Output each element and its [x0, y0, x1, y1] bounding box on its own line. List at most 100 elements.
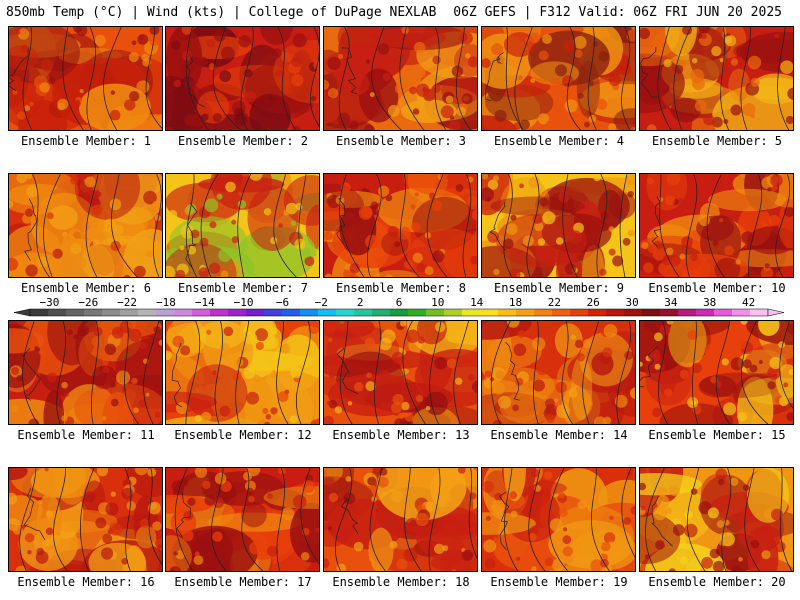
member-map-panel: [639, 467, 794, 572]
colorbar-tick-label: 6: [396, 296, 403, 309]
colorbar-tick-label: −26: [78, 296, 98, 309]
member-map-panel: [481, 320, 636, 425]
colorbar-tick-label: −2: [315, 296, 328, 309]
colorbar-tick-label: 38: [703, 296, 716, 309]
member-map-panel: [639, 173, 794, 278]
colorbar-segment: [210, 309, 229, 316]
colorbar-segment: [318, 309, 337, 316]
colorbar-segment: [30, 309, 49, 316]
temperature-field: [482, 321, 635, 424]
colorbar-max-arrow: [767, 308, 785, 317]
temperature-field: [9, 27, 162, 130]
member-map-panel: [323, 173, 478, 278]
temperature-field: [640, 321, 793, 424]
colorbar-segment: [588, 309, 607, 316]
colorbar-segment: [480, 309, 499, 316]
member-map-panel: [165, 173, 320, 278]
temperature-field: [324, 174, 477, 277]
ensemble-member-label: Ensemble Member: 1: [20, 134, 152, 148]
colorbar-segment: [534, 309, 553, 316]
ensemble-member-label: Ensemble Member: 20: [648, 575, 786, 589]
colorbar-segment: [138, 309, 157, 316]
colorbar-segment: [516, 309, 535, 316]
member-map-panel: [323, 26, 478, 131]
member-map-panel: [8, 320, 163, 425]
colorbar-tick-label: −14: [195, 296, 215, 309]
colorbar-tick-label: 14: [470, 296, 484, 309]
colorbar-segment: [228, 309, 247, 316]
ensemble-member-label: Ensemble Member: 9: [493, 281, 625, 295]
ensemble-member-label: Ensemble Member: 19: [490, 575, 628, 589]
colorbar-tick-label: 30: [625, 296, 638, 309]
colorbar-segment: [102, 309, 121, 316]
colorbar-segment: [444, 309, 463, 316]
member-map-panel: [639, 26, 794, 131]
temperature-field: [9, 174, 162, 277]
colorbar-segment: [354, 309, 373, 316]
colorbar-segment: [120, 309, 139, 316]
member-map-panel: [165, 320, 320, 425]
colorbar-segment: [84, 309, 103, 316]
temperature-field: [9, 468, 162, 571]
ensemble-member-label: Ensemble Member: 15: [648, 428, 786, 442]
member-map-panel: [165, 467, 320, 572]
member-map-panel: [639, 320, 794, 425]
colorbar-segment: [156, 309, 175, 316]
colorbar-tick-label: −30: [39, 296, 59, 309]
chart-title: 850mb Temp (°C) | Wind (kts) | College o…: [6, 5, 437, 20]
colorbar-tick-label: 2: [357, 296, 364, 309]
member-map-panel: [8, 467, 163, 572]
colorbar-segment: [336, 309, 355, 316]
ensemble-member-label: Ensemble Member: 16: [17, 575, 155, 589]
ensemble-member-label: Ensemble Member: 7: [177, 281, 309, 295]
temperature-field: [640, 174, 793, 277]
colorbar-segment: [750, 309, 769, 316]
colorbar-segment: [174, 309, 193, 316]
member-map-panel: [165, 26, 320, 131]
temperature-field: [166, 174, 319, 277]
colorbar-segment: [462, 309, 481, 316]
colorbar-segment: [282, 309, 301, 316]
member-map-panel: [323, 467, 478, 572]
ensemble-member-label: Ensemble Member: 18: [332, 575, 470, 589]
ensemble-member-label: Ensemble Member: 6: [20, 281, 152, 295]
temperature-field: [482, 468, 635, 571]
temperature-field: [324, 321, 477, 424]
temperature-field: [640, 27, 793, 130]
colorbar-segment: [606, 309, 625, 316]
colorbar-tick-label: −18: [156, 296, 176, 309]
colorbar-segment: [732, 309, 751, 316]
colorbar-segment: [66, 309, 85, 316]
colorbar-tick-label: 26: [587, 296, 600, 309]
temperature-field: [166, 468, 319, 571]
run-valid-time: 06Z GEFS | F312 Valid: 06Z FRI JUN 20 20…: [453, 5, 782, 20]
ensemble-member-label: Ensemble Member: 8: [335, 281, 467, 295]
temperature-field: [640, 468, 793, 571]
temperature-field: [166, 321, 319, 424]
colorbar-tick-label: 22: [548, 296, 561, 309]
colorbar-segment: [678, 309, 697, 316]
colorbar-segment: [372, 309, 391, 316]
temperature-field: [166, 27, 319, 130]
colorbar-min-arrow: [13, 308, 31, 317]
colorbar-segment: [552, 309, 571, 316]
colorbar-tick-label: 10: [431, 296, 444, 309]
colorbar-segment: [498, 309, 517, 316]
ensemble-member-label: Ensemble Member: 11: [17, 428, 155, 442]
colorbar-segment: [48, 309, 67, 316]
colorbar-segment: [408, 309, 427, 316]
temperature-field: [9, 321, 162, 424]
colorbar-tick-label: −10: [234, 296, 254, 309]
colorbar-tick-label: 42: [742, 296, 755, 309]
member-map-panel: [481, 467, 636, 572]
ensemble-member-label: Ensemble Member: 2: [177, 134, 309, 148]
colorbar-segment: [390, 309, 409, 316]
colorbar-segment: [264, 309, 283, 316]
ensemble-member-label: Ensemble Member: 3: [335, 134, 467, 148]
temperature-field: [482, 174, 635, 277]
colorbar-tick-label: −6: [276, 296, 289, 309]
temperature-field: [482, 27, 635, 130]
ensemble-member-label: Ensemble Member: 14: [490, 428, 628, 442]
member-map-panel: [8, 26, 163, 131]
temperature-colorbar: −30 −26 −22 −18 −14 −10 −6 −2 2 6 10 14 18 22 26 30 34 38…: [13, 296, 785, 317]
